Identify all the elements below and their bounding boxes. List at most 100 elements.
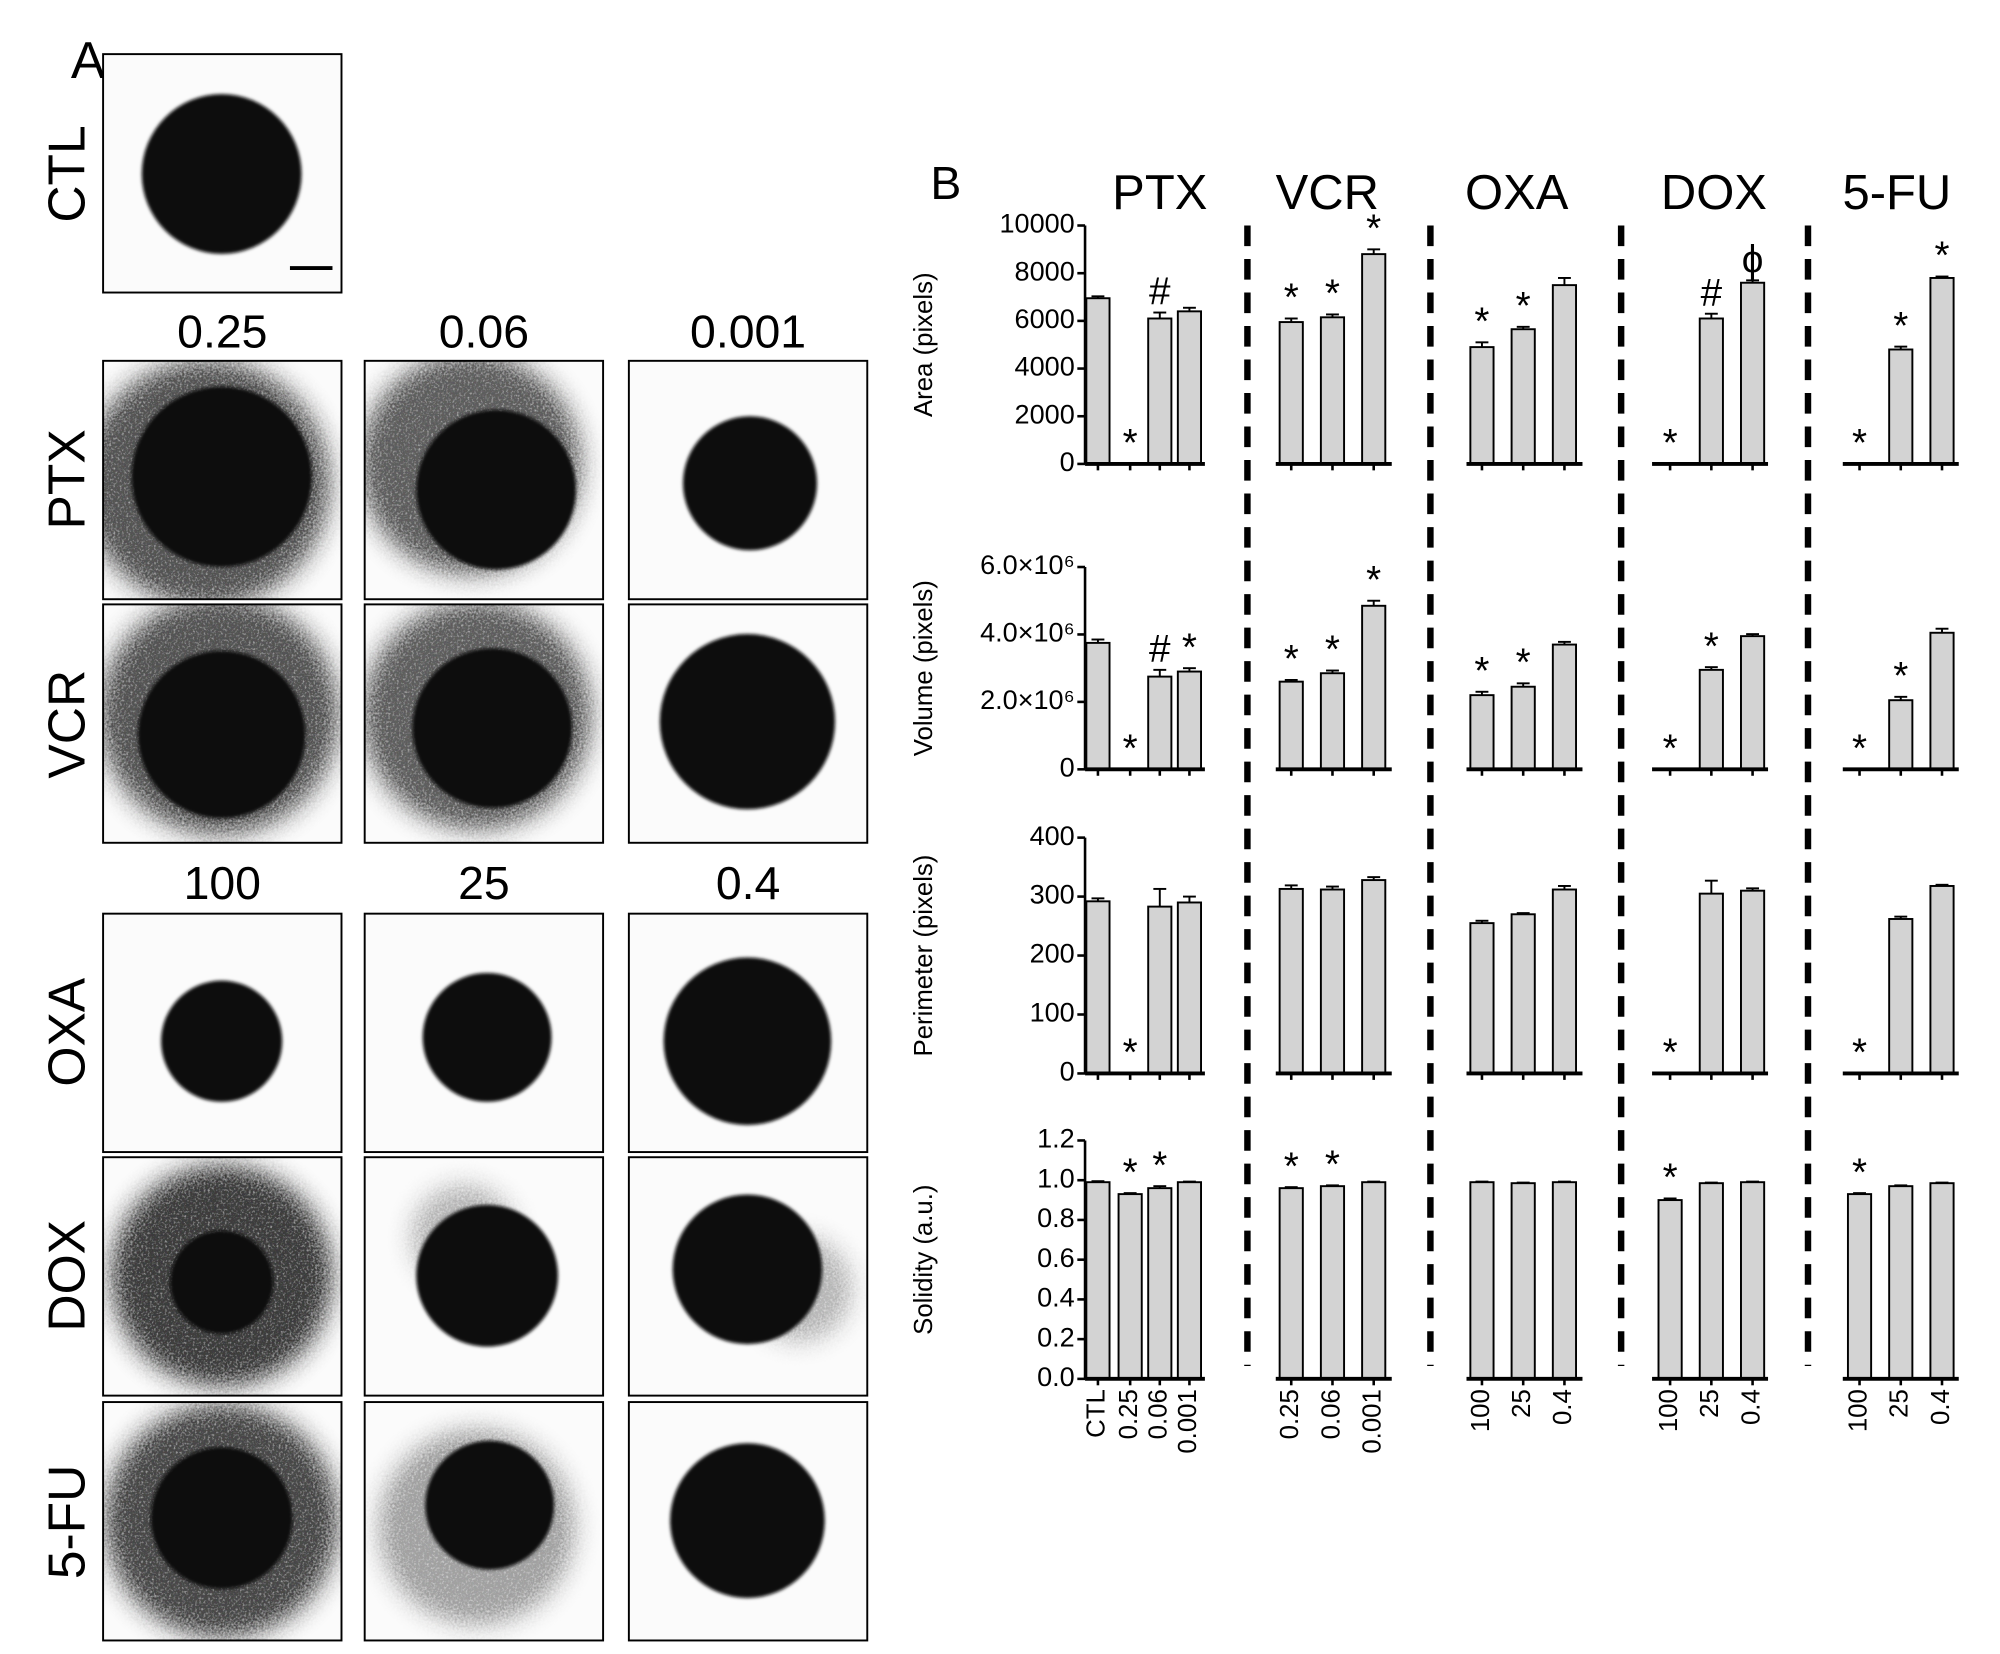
y-tick-label: 0.2	[1037, 1322, 1075, 1352]
x-tick-label: 25	[1696, 1389, 1724, 1418]
micrograph	[628, 1402, 868, 1641]
x-tick-label: 25	[1886, 1389, 1914, 1418]
bar	[1147, 675, 1173, 771]
y-tick-label: 1.0	[1037, 1163, 1075, 1193]
image-frame	[627, 359, 869, 601]
bar	[1469, 1181, 1495, 1380]
bar	[1085, 900, 1111, 1075]
significance-marker: *	[1325, 629, 1340, 672]
bar	[1698, 317, 1724, 465]
micrograph	[364, 360, 604, 600]
spheroid	[141, 94, 302, 254]
significance-marker: *	[1893, 305, 1908, 348]
x-tick-label: 0.4	[1737, 1389, 1765, 1425]
group-title: PTX	[1112, 166, 1207, 220]
significance-marker: *	[1852, 727, 1867, 770]
spheroid	[672, 1194, 823, 1345]
significance-marker: *	[1474, 300, 1489, 343]
bar	[1176, 310, 1202, 465]
micrograph	[103, 54, 342, 293]
bar	[1278, 680, 1304, 771]
bar	[1846, 1193, 1873, 1380]
significance-marker: *	[1284, 638, 1299, 681]
bar	[1147, 905, 1173, 1075]
bar	[1551, 284, 1577, 465]
bar	[1929, 631, 1955, 771]
column-header: 0.25	[177, 305, 267, 357]
significance-marker: *	[1123, 422, 1138, 465]
image-frame	[102, 359, 343, 601]
bar	[1085, 1181, 1111, 1380]
spheroid	[161, 980, 283, 1102]
micrograph	[628, 1157, 868, 1396]
spheroid	[663, 957, 832, 1126]
y-tick-label: 0.8	[1037, 1203, 1075, 1233]
column-header: 100	[184, 857, 261, 909]
column-header: 0.4	[716, 857, 780, 909]
bar	[1085, 641, 1111, 771]
group-title: VCR	[1276, 166, 1379, 220]
x-tick-label: 0.06	[1145, 1389, 1173, 1439]
significance-marker: *	[1152, 1144, 1167, 1187]
column-header: 0.06	[439, 305, 529, 357]
panel-label: A	[71, 31, 106, 89]
y-tick-label: 0.0	[1037, 1362, 1075, 1392]
bar	[1510, 685, 1536, 771]
y-tick-label: 2000	[1015, 399, 1075, 429]
bar	[1361, 253, 1387, 465]
bar	[1278, 321, 1304, 465]
y-tick-label: 0	[1060, 752, 1075, 782]
row-label: OXA	[37, 977, 95, 1086]
y-tick-label: 2.0×10⁶	[980, 685, 1075, 715]
y-tick-label: 0	[1060, 447, 1075, 477]
spheroid	[425, 1440, 555, 1570]
micrograph	[364, 913, 604, 1153]
significance-marker: #	[1149, 271, 1171, 314]
significance-marker: *	[1663, 1157, 1678, 1200]
significance-marker: *	[1325, 1144, 1340, 1187]
bar	[1740, 635, 1766, 771]
bar	[1278, 1187, 1304, 1380]
bar	[1929, 885, 1955, 1075]
significance-marker: *	[1852, 1151, 1867, 1194]
spheroid	[131, 386, 312, 568]
y-tick-label: 0	[1060, 1057, 1075, 1087]
y-axis-label: Volume (pixels)	[910, 580, 938, 756]
bar	[1551, 888, 1577, 1075]
significance-marker: *	[1123, 1032, 1138, 1075]
significance-marker: *	[1123, 1151, 1138, 1194]
group-title: 5-FU	[1843, 166, 1952, 220]
y-tick-label: 400	[1030, 821, 1075, 851]
bar	[1176, 901, 1202, 1075]
bar	[1469, 694, 1495, 771]
x-tick-label: 100	[1655, 1389, 1683, 1432]
y-tick-label: 6000	[1015, 304, 1075, 334]
row-label: 5-FU	[37, 1465, 95, 1580]
y-tick-label: 4000	[1015, 352, 1075, 382]
panel-label: B	[930, 157, 961, 209]
spheroid	[170, 1230, 274, 1334]
y-tick-label: 1.2	[1037, 1124, 1075, 1154]
bar	[1888, 348, 1914, 465]
bar	[1117, 1193, 1143, 1380]
bar	[1176, 1181, 1202, 1380]
significance-marker: #	[1149, 628, 1171, 671]
bar	[1319, 672, 1346, 771]
image-frame	[102, 912, 343, 1154]
micrograph	[103, 1157, 342, 1396]
micrograph	[103, 913, 342, 1153]
bar	[1085, 297, 1111, 465]
bar	[1319, 316, 1346, 465]
y-axis-label: Area (pixels)	[910, 272, 938, 417]
bar	[1698, 1182, 1724, 1380]
column-header: 0.001	[690, 305, 806, 357]
spheroid	[422, 972, 552, 1102]
image-frame	[627, 1156, 869, 1397]
bar	[1888, 918, 1914, 1075]
bar	[1551, 643, 1577, 771]
group-title: OXA	[1465, 166, 1569, 220]
y-axis-label: Perimeter (pixels)	[910, 855, 938, 1057]
x-tick-label: 0.4	[1927, 1389, 1955, 1425]
bar	[1929, 276, 1955, 465]
